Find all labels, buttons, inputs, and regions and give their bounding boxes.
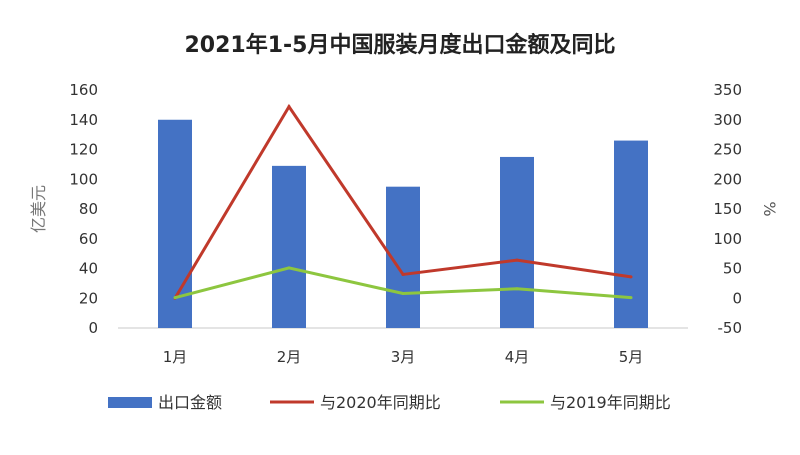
- y-right-tick-label: 250: [713, 141, 742, 159]
- y-left-tick-label: 60: [79, 230, 98, 248]
- y-right-tick-label: 350: [713, 81, 742, 99]
- y-right-tick-label: 100: [713, 230, 742, 248]
- line-point: [287, 105, 291, 109]
- line-point: [629, 275, 633, 279]
- legend-label: 出口金额: [158, 393, 222, 412]
- y-right-tick-label: 150: [713, 200, 742, 218]
- x-tick-label: 5月: [619, 348, 644, 366]
- chart-title: 2021年1-5月中国服装月度出口金额及同比: [185, 32, 616, 58]
- x-tick-label: 2月: [277, 348, 302, 366]
- y-axis-right-label: %: [760, 201, 779, 216]
- line-point: [173, 296, 177, 300]
- x-tick-label: 3月: [391, 348, 416, 366]
- legend-swatch-bar: [108, 397, 152, 408]
- y-right-tick-label: 50: [723, 260, 742, 278]
- line-point: [287, 266, 291, 270]
- y-left-tick-label: 100: [69, 170, 98, 188]
- y-left-tick-label: 40: [79, 260, 98, 278]
- bar: [500, 156, 534, 328]
- x-tick-label: 4月: [505, 348, 530, 366]
- legend-label: 与2020年同期比: [320, 393, 441, 412]
- y-left-tick-label: 0: [88, 319, 98, 337]
- y-left-tick-label: 160: [69, 81, 98, 99]
- y-left-tick-label: 20: [79, 289, 98, 307]
- line-point: [515, 258, 519, 262]
- line-point: [629, 296, 633, 300]
- y-left-tick-label: 80: [79, 200, 98, 218]
- line-point: [401, 291, 405, 295]
- legend-label: 与2019年同期比: [550, 393, 671, 412]
- y-right-tick-label: 0: [732, 289, 742, 307]
- y-left-tick-label: 140: [69, 111, 98, 129]
- bar: [614, 140, 648, 328]
- y-right-tick-label: 300: [713, 111, 742, 129]
- y-right-tick-label: -50: [718, 319, 743, 337]
- bar: [272, 165, 306, 328]
- y-axis-left-label: 亿美元: [29, 185, 48, 233]
- y-right-tick-label: 200: [713, 170, 742, 188]
- plot-area: 0 20 40 60 80 100 120 140 160 -50 0 50 100 150 200 250 3…: [69, 81, 742, 366]
- line-point: [515, 287, 519, 291]
- y-left-tick-label: 120: [69, 141, 98, 159]
- legend: 出口金额 与2020年同期比 与2019年同期比: [108, 393, 671, 412]
- x-tick-label: 1月: [163, 348, 188, 366]
- line-point: [401, 272, 405, 276]
